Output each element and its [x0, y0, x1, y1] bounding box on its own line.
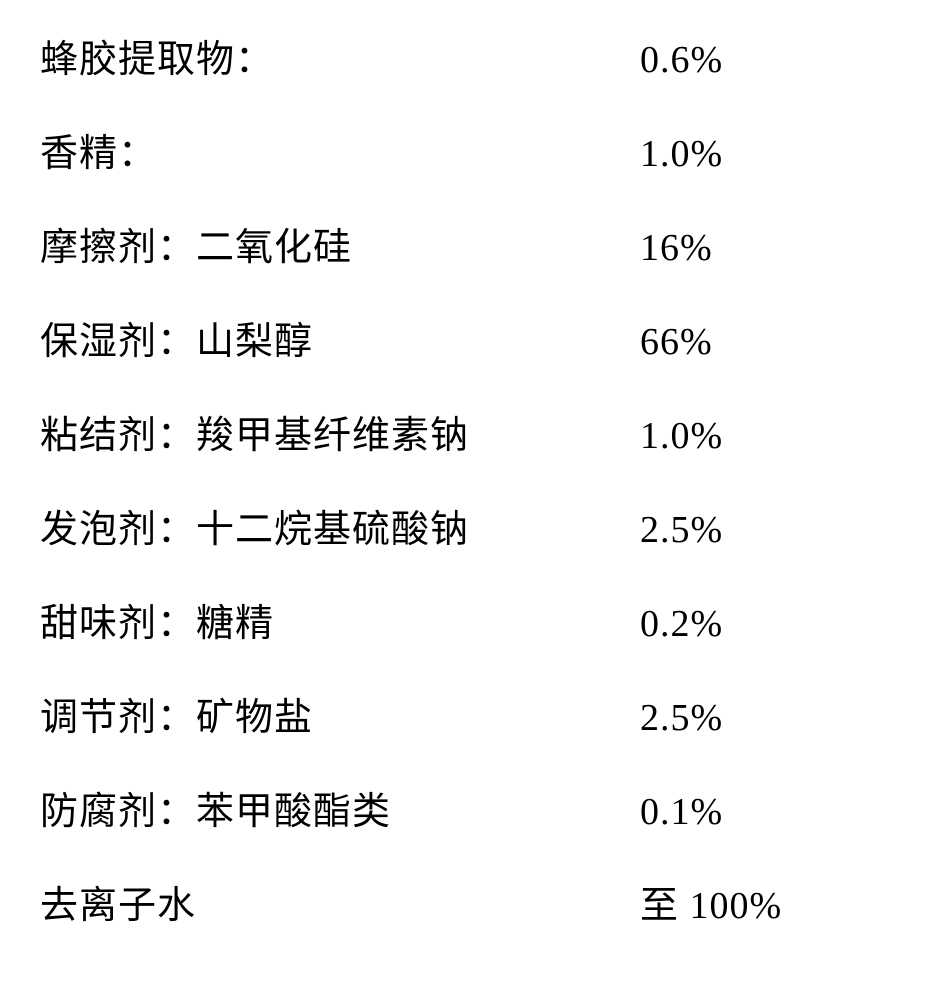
table-row: 调节剂：矿物盐 2.5%	[40, 686, 891, 780]
ingredient-value: 16%	[640, 226, 800, 270]
ingredient-label: 香精：	[40, 122, 640, 177]
ingredient-value: 至 100%	[640, 874, 800, 929]
ingredient-value: 0.1%	[640, 790, 800, 834]
ingredient-label: 甜味剂：糖精	[40, 592, 640, 647]
ingredient-value: 0.6%	[640, 38, 800, 82]
table-row: 蜂胶提取物： 0.6%	[40, 28, 891, 122]
ingredient-label: 发泡剂：十二烷基硫酸钠	[40, 498, 640, 553]
ingredient-value: 2.5%	[640, 696, 800, 740]
table-row: 摩擦剂：二氧化硅 16%	[40, 216, 891, 310]
ingredient-label: 蜂胶提取物：	[40, 28, 640, 83]
table-row: 发泡剂：十二烷基硫酸钠 2.5%	[40, 498, 891, 592]
ingredient-value: 66%	[640, 320, 800, 364]
ingredient-value: 1.0%	[640, 132, 800, 176]
ingredient-label: 防腐剂：苯甲酸酯类	[40, 780, 640, 835]
table-row: 去离子水 至 100%	[40, 874, 891, 968]
ingredient-label: 去离子水	[40, 874, 640, 929]
table-row: 粘结剂：羧甲基纤维素钠 1.0%	[40, 404, 891, 498]
ingredient-label: 摩擦剂：二氧化硅	[40, 216, 640, 271]
ingredient-label: 调节剂：矿物盐	[40, 686, 640, 741]
ingredient-label: 保湿剂：山梨醇	[40, 310, 640, 365]
table-row: 香精： 1.0%	[40, 122, 891, 216]
ingredient-value: 0.2%	[640, 602, 800, 646]
ingredient-value: 2.5%	[640, 508, 800, 552]
table-row: 防腐剂：苯甲酸酯类 0.1%	[40, 780, 891, 874]
ingredient-label: 粘结剂：羧甲基纤维素钠	[40, 404, 640, 459]
ingredient-table: 蜂胶提取物： 0.6% 香精： 1.0% 摩擦剂：二氧化硅 16% 保湿剂：山梨…	[0, 0, 931, 996]
ingredient-value: 1.0%	[640, 414, 800, 458]
table-row: 保湿剂：山梨醇 66%	[40, 310, 891, 404]
table-row: 甜味剂：糖精 0.2%	[40, 592, 891, 686]
